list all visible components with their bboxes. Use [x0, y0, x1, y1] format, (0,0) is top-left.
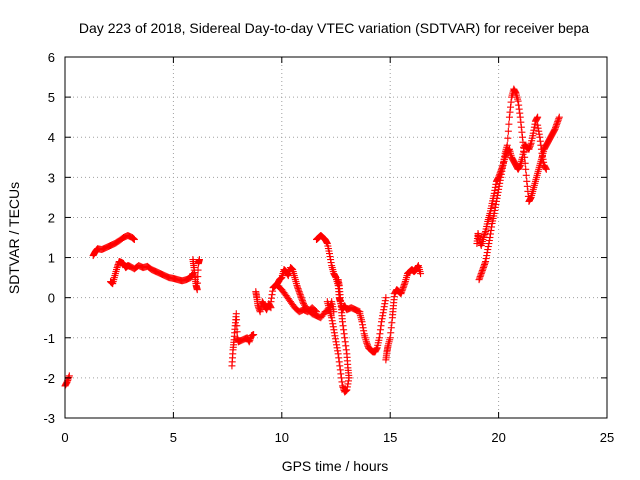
data-series	[61, 85, 563, 396]
x-tick-label: 20	[491, 430, 505, 445]
grid-lines	[65, 57, 607, 418]
data-point	[345, 374, 353, 382]
x-tick-label: 10	[275, 430, 289, 445]
data-point	[233, 322, 241, 330]
x-tick-label: 15	[383, 430, 397, 445]
chart-title: Day 223 of 2018, Sidereal Day-to-day VTE…	[79, 20, 589, 36]
data-point	[522, 171, 530, 179]
data-point	[232, 310, 240, 318]
data-point	[505, 120, 513, 128]
data-point	[542, 165, 550, 173]
data-point	[534, 113, 542, 121]
data-point	[521, 153, 529, 161]
y-tick-label: 3	[48, 170, 55, 185]
data-point	[194, 279, 202, 287]
data-point	[267, 304, 275, 312]
x-axis-title: GPS time / hours	[282, 458, 389, 474]
y-tick-label: -2	[43, 371, 55, 386]
data-point	[195, 256, 203, 264]
y-tick-label: 5	[48, 90, 55, 105]
x-tick-label: 5	[170, 430, 177, 445]
axes: 0 5 10 15 20 25 -3 -2 -1 0 1 2 3 4 5 6	[43, 50, 614, 445]
data-point	[311, 307, 319, 315]
y-tick-label: 2	[48, 210, 55, 225]
data-point	[504, 134, 512, 142]
y-axis-title: SDTVAR / TECUs	[6, 182, 22, 294]
data-point	[504, 127, 512, 135]
y-tick-label: 1	[48, 251, 55, 266]
y-tick-label: -1	[43, 331, 55, 346]
data-point	[555, 113, 563, 121]
y-tick-label: 6	[48, 50, 55, 65]
data-point	[382, 294, 390, 302]
data-point	[250, 331, 258, 339]
data-point	[417, 270, 425, 278]
y-tick-label: -3	[43, 411, 55, 426]
x-tick-label: 25	[600, 430, 614, 445]
y-tick-label: 0	[48, 291, 55, 306]
data-point	[312, 308, 320, 316]
data-point	[194, 266, 202, 274]
data-point	[522, 165, 530, 173]
data-point	[503, 141, 511, 149]
data-point	[130, 236, 138, 244]
plot-frame	[64, 56, 608, 419]
data-point	[194, 273, 202, 281]
data-point	[233, 316, 241, 324]
x-tick-label: 0	[61, 430, 68, 445]
y-tick-label: 4	[48, 130, 55, 145]
data-point	[233, 328, 241, 336]
data-point	[521, 159, 529, 167]
data-point	[193, 286, 201, 294]
